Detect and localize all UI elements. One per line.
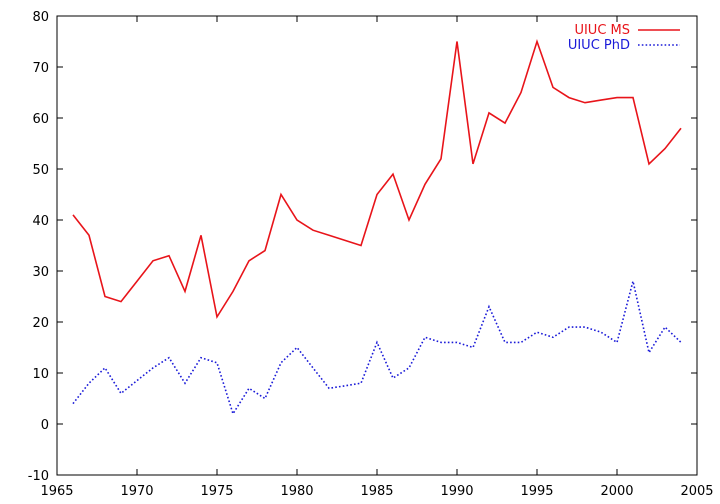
y-tick-label: 50	[32, 163, 49, 178]
y-tick-label: -10	[28, 469, 49, 484]
plot-frame	[56, 15, 698, 476]
y-tick-label: 70	[32, 61, 49, 76]
x-tick-label: 1995	[520, 484, 553, 499]
x-tick-label: 2000	[600, 484, 633, 499]
x-tick-label: 1975	[200, 484, 233, 499]
x-tick-label: 1980	[280, 484, 313, 499]
legend-label-phd: UIUC PhD	[568, 38, 630, 53]
series-ms-line	[72, 38, 682, 320]
legend-label-ms: UIUC MS	[574, 23, 630, 38]
y-tick-label: 40	[32, 214, 49, 229]
y-axis: -10 0 10 20 30 40 50 60 70 80	[28, 10, 697, 484]
x-tick-label: 1965	[40, 484, 73, 499]
y-tick-label: 20	[32, 316, 49, 331]
x-tick-label: 1970	[120, 484, 153, 499]
x-tick-label: 1985	[360, 484, 393, 499]
y-tick-label: 10	[32, 367, 49, 382]
y-tick-label: 60	[32, 112, 49, 127]
x-tick-label: 1990	[440, 484, 473, 499]
y-tick-label: 30	[32, 265, 49, 280]
series-layer	[72, 38, 682, 416]
x-tick-label: 2005	[680, 484, 713, 499]
x-axis: 1965 1970 1975 1980 1985 1990 1995 2000 2005	[40, 16, 714, 499]
series-phd-line	[72, 280, 682, 416]
y-tick-label: 80	[32, 10, 49, 25]
y-tick-label: 0	[41, 418, 49, 433]
